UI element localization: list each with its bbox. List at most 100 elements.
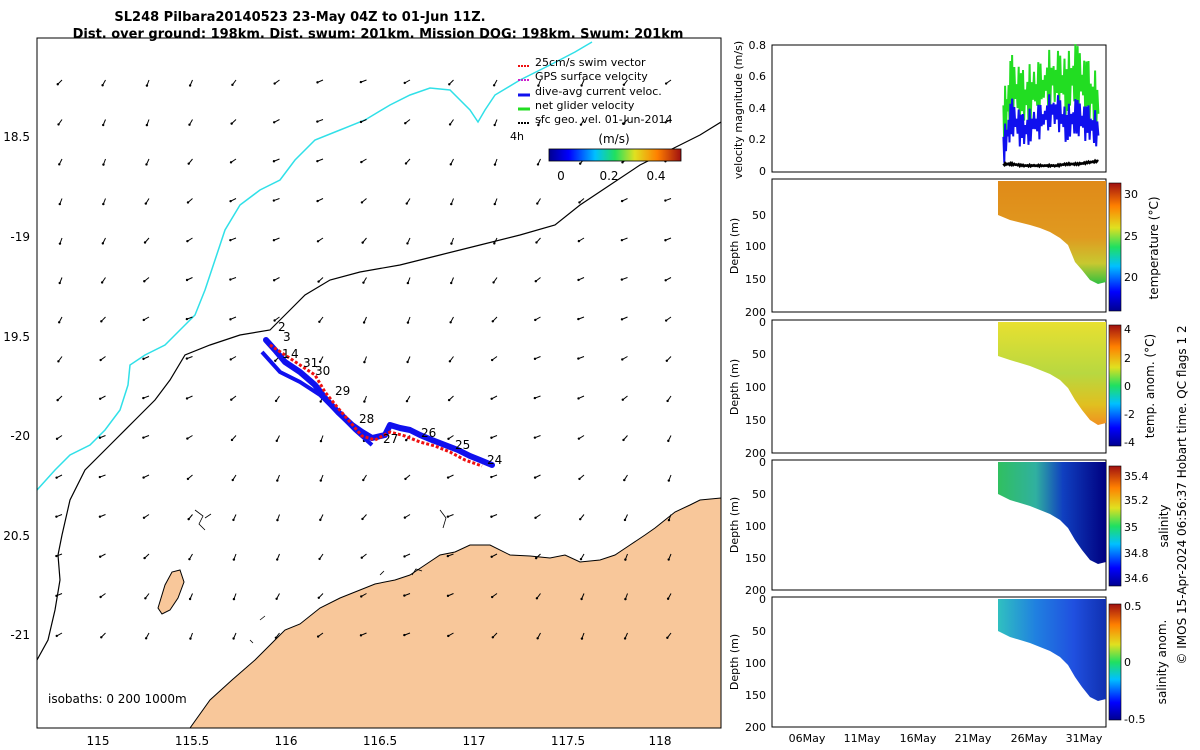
temp-anomaly-section bbox=[998, 322, 1106, 425]
velocity-arrow-head bbox=[272, 160, 276, 163]
velocity-arrow-head bbox=[621, 358, 624, 361]
salinity-anomaly-section bbox=[998, 599, 1106, 701]
velocity-arrow-head bbox=[493, 163, 497, 166]
colorbar-tick: 0 bbox=[557, 169, 565, 183]
velocity-arrow-head bbox=[665, 359, 669, 363]
velocity-arrow-head bbox=[185, 397, 189, 400]
velocity-arrow-head bbox=[143, 556, 146, 560]
velocity-arrow-head bbox=[188, 597, 192, 601]
panel-temperature: 30 25 20 50 100 150 200 Depth (m) temper… bbox=[728, 178, 1161, 319]
velocity-arrow-head bbox=[100, 281, 104, 284]
time-tick: 11May bbox=[844, 732, 881, 745]
velocity-arrow-head bbox=[101, 242, 105, 245]
ctick: 30 bbox=[1124, 188, 1138, 201]
velocity-arrow-head bbox=[491, 636, 495, 639]
title-line2: Dist. over ground: 198km. Dist. swum: 20… bbox=[73, 27, 684, 42]
velocity-arrow-head bbox=[577, 317, 580, 321]
velocity-arrow-head bbox=[403, 516, 407, 519]
velocity-arrow-head bbox=[187, 517, 190, 521]
velocity-arrow-head bbox=[100, 636, 103, 639]
time-tick: 16May bbox=[900, 732, 937, 745]
velocity-arrow-head bbox=[449, 163, 452, 166]
panel-temp-anomaly: 4 2 0 -2 -4 0 50 100 150 200 Depth (m) t… bbox=[728, 316, 1157, 460]
ytick: 200 bbox=[745, 584, 766, 597]
velocity-arrow-head bbox=[362, 478, 365, 482]
velocity-arrow-head bbox=[58, 281, 61, 285]
velocity-arrow-head bbox=[622, 83, 626, 86]
ctick: 34.8 bbox=[1124, 547, 1149, 560]
velocity-arrow-head bbox=[144, 637, 148, 640]
velocity-arrow-head bbox=[446, 594, 450, 598]
velocity-arrow-head bbox=[58, 202, 61, 206]
velocity-arrow-head bbox=[666, 399, 669, 403]
velocity-arrow-head bbox=[577, 397, 580, 400]
velocity-arrow-head bbox=[664, 239, 667, 242]
island bbox=[157, 569, 185, 615]
velocity-arrow-head bbox=[403, 81, 406, 85]
velocity-arrow-head bbox=[231, 83, 234, 87]
velocity-arrow-head bbox=[490, 515, 493, 518]
glider-track bbox=[260, 337, 495, 468]
velocity-arrow-head bbox=[274, 399, 278, 403]
ctick: 35.4 bbox=[1124, 470, 1149, 483]
velocity-arrow-head bbox=[406, 360, 409, 364]
velocity-arrow-head bbox=[578, 162, 582, 165]
map-colorbar bbox=[548, 148, 682, 162]
small-islands bbox=[194, 509, 447, 644]
velocity-arrow-head bbox=[361, 517, 364, 521]
velocity-arrow-head bbox=[447, 634, 450, 638]
velocity-arrow-head bbox=[317, 280, 320, 283]
velocity-arrow-head bbox=[664, 82, 668, 85]
velocity-arrow-head bbox=[450, 242, 453, 245]
ytick: 50 bbox=[752, 625, 766, 638]
velocity-arrow-head bbox=[579, 557, 583, 561]
velocity-arrow-head bbox=[232, 558, 236, 561]
velocity-arrow-head bbox=[536, 163, 540, 166]
ytick: 100 bbox=[745, 381, 766, 394]
velocity-arrow-head bbox=[319, 400, 322, 403]
velocity-arrow-head bbox=[491, 320, 495, 323]
velocity-arrow-head bbox=[272, 279, 276, 282]
velocity-arrow-head bbox=[405, 399, 409, 403]
velocity-arrow-head bbox=[275, 597, 278, 600]
velocity-arrow-head bbox=[272, 239, 276, 242]
velocity-arrow-head bbox=[142, 516, 146, 520]
velocity-arrow-head bbox=[55, 594, 58, 598]
lon-tick: 118 bbox=[649, 734, 672, 748]
day-label: 24 bbox=[487, 453, 502, 467]
velocity-arrow-head bbox=[664, 121, 667, 124]
velocity-arrow-head bbox=[448, 360, 452, 363]
velocity-arrow-head bbox=[276, 518, 279, 522]
velocity-arrow-head bbox=[318, 557, 321, 561]
day-label: 30 bbox=[315, 364, 330, 378]
ctick: -2 bbox=[1124, 408, 1135, 421]
velocity-arrow-head bbox=[185, 317, 189, 321]
colorbar bbox=[1108, 324, 1122, 447]
day-label: 29 bbox=[335, 384, 350, 398]
ylabel: Depth (m) bbox=[728, 359, 741, 415]
velocity-arrow-head bbox=[490, 397, 493, 400]
velocity-arrow-head bbox=[274, 636, 278, 639]
velocity-arrow-head bbox=[580, 597, 583, 601]
velocity-arrow-head bbox=[406, 281, 410, 285]
velocity-arrow-head bbox=[318, 360, 322, 363]
colorbar-tick: 0.4 bbox=[646, 169, 665, 183]
velocity-arrow-head bbox=[98, 397, 102, 400]
velocity-arrow-head bbox=[446, 476, 450, 479]
ctick: 25 bbox=[1124, 230, 1138, 243]
velocity-arrow-head bbox=[142, 396, 145, 400]
lat-tick: -21 bbox=[10, 628, 30, 642]
lat-tick: 20.5 bbox=[3, 529, 30, 543]
velocity-arrow-head bbox=[622, 438, 625, 442]
ytick: 0 bbox=[759, 593, 766, 606]
velocity-arrow-head bbox=[534, 280, 537, 283]
velocity-arrow-head bbox=[143, 280, 146, 283]
velocity-series bbox=[1002, 44, 1100, 169]
velocity-arrow-head bbox=[229, 358, 232, 361]
velocity-arrow-head bbox=[577, 278, 580, 282]
ytick: 150 bbox=[745, 552, 766, 565]
ytick: 0 bbox=[759, 165, 766, 178]
velocity-arrow-head bbox=[316, 635, 320, 638]
velocity-arrow-head bbox=[275, 439, 278, 443]
velocity-arrow-head bbox=[666, 597, 670, 600]
